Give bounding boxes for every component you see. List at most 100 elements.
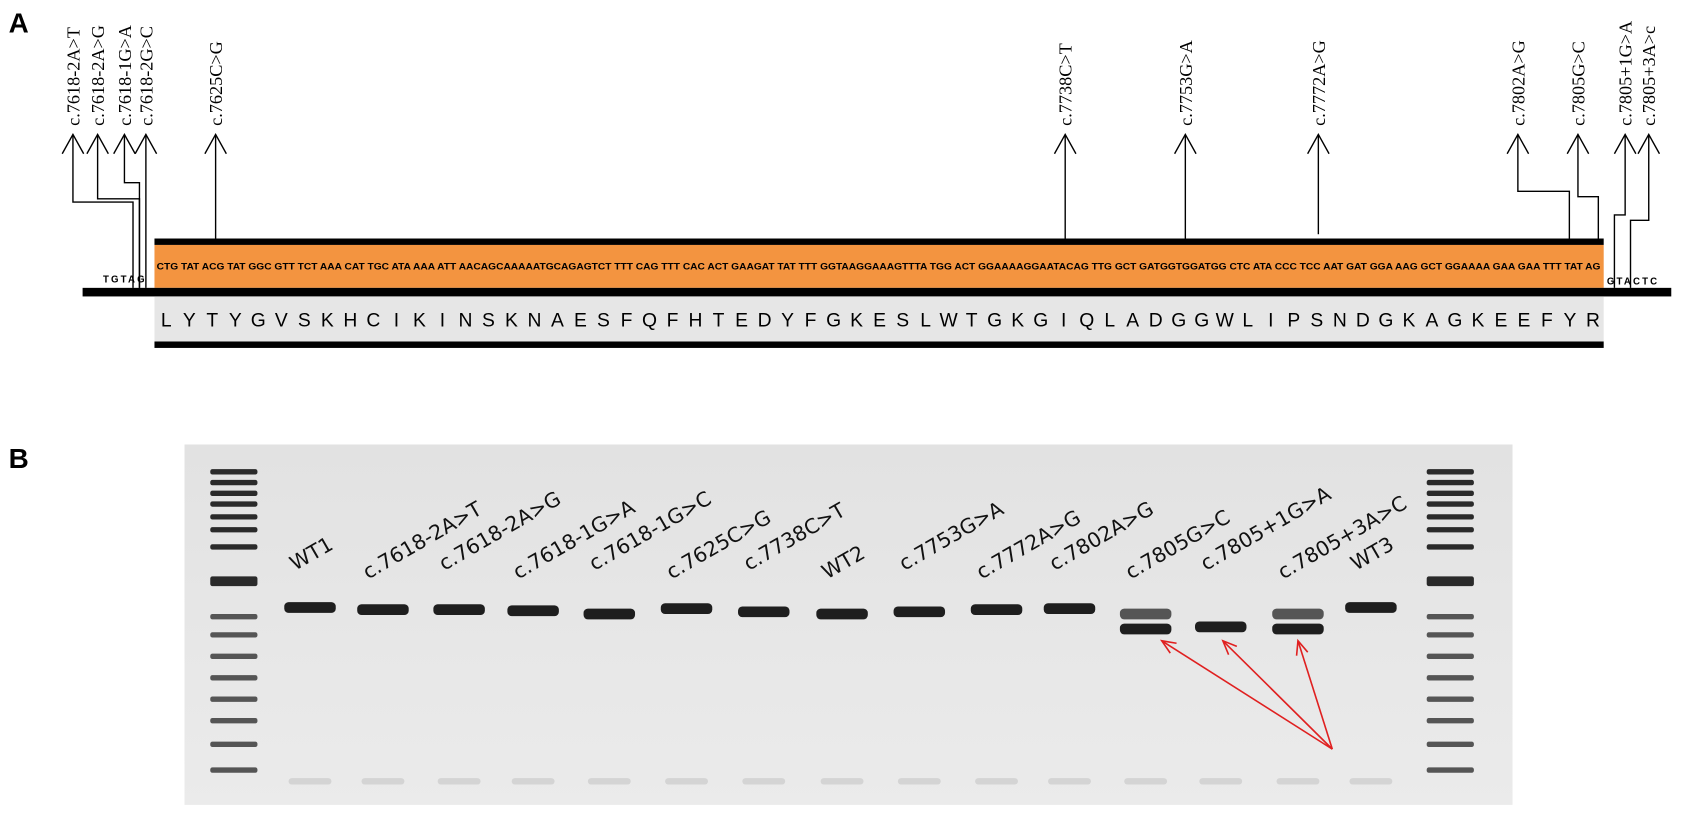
amino-acid: A bbox=[1126, 310, 1139, 331]
mutation-label: c.7802A>G bbox=[1508, 40, 1528, 126]
mutation-label: c.7618-1G>A bbox=[115, 24, 135, 126]
ladder-band bbox=[1426, 527, 1474, 533]
amino-acid: F bbox=[1541, 310, 1553, 331]
amino-acid: E bbox=[873, 310, 886, 331]
amino-acid: H bbox=[689, 310, 703, 331]
amino-acid: Y bbox=[183, 310, 196, 331]
mutation-label: c.7805+1G>A bbox=[1616, 20, 1636, 126]
amino-acid: L bbox=[1242, 310, 1253, 331]
gel-band bbox=[893, 606, 946, 618]
gel-band bbox=[284, 602, 336, 613]
panel-label: A bbox=[9, 8, 29, 39]
mutation-label: c.7738C>T bbox=[1056, 43, 1076, 126]
amino-acid: I bbox=[394, 310, 399, 331]
amino-acid: A bbox=[551, 310, 564, 331]
amino-acid: R bbox=[1586, 310, 1600, 331]
mutation-arrow bbox=[72, 134, 134, 288]
gel-band bbox=[1043, 603, 1096, 614]
exon-box bbox=[154, 244, 1604, 288]
ladder-band bbox=[1426, 632, 1474, 638]
amino-acid: S bbox=[896, 310, 909, 331]
gel-well-shadow bbox=[288, 778, 332, 785]
amino-acid: G bbox=[1194, 310, 1209, 331]
amino-acid: W bbox=[940, 310, 959, 331]
intron-sequence: TGTAG bbox=[103, 274, 147, 285]
gel-well-shadow bbox=[897, 778, 941, 785]
amino-acid: G bbox=[1171, 310, 1186, 331]
gel-well-shadow bbox=[511, 778, 555, 785]
ladder-band bbox=[1426, 576, 1474, 587]
arrow-head bbox=[1053, 133, 1077, 155]
mutation-label: c.7805+3A>c bbox=[1639, 26, 1659, 126]
amino-acid: K bbox=[1471, 310, 1484, 331]
gel-band bbox=[433, 604, 485, 616]
amino-acid: D bbox=[758, 310, 772, 331]
arrow-head bbox=[1307, 133, 1330, 155]
ladder-band bbox=[210, 613, 258, 620]
gel-band bbox=[738, 606, 790, 618]
mutation-label: c.7753G>A bbox=[1176, 39, 1196, 126]
gel-band bbox=[583, 608, 636, 620]
amino-acid: F bbox=[667, 310, 679, 331]
ladder-band bbox=[210, 741, 258, 747]
amino-acid: N bbox=[458, 310, 472, 331]
gel-band bbox=[970, 604, 1023, 616]
amino-acid: G bbox=[987, 310, 1002, 331]
mutation-label: c.7618-2A>T bbox=[63, 27, 83, 126]
arrow-head bbox=[134, 133, 158, 155]
arrow-head bbox=[1174, 133, 1197, 155]
ladder-band bbox=[1426, 490, 1474, 496]
amino-acid: C bbox=[366, 310, 380, 331]
amino-acid: K bbox=[850, 310, 863, 331]
amino-acid: G bbox=[1447, 310, 1462, 331]
mutation-arrow bbox=[1613, 134, 1626, 288]
red-arrow bbox=[1222, 640, 1333, 750]
amino-acid: W bbox=[1216, 310, 1235, 331]
amino-acid: I bbox=[1268, 310, 1273, 331]
gel-band bbox=[1272, 608, 1324, 620]
ladder-band bbox=[210, 469, 258, 475]
red-arrow-head bbox=[1295, 638, 1309, 656]
ladder-band bbox=[1426, 696, 1474, 702]
ladder-band bbox=[1426, 741, 1474, 747]
gel-band bbox=[1272, 623, 1324, 635]
panel-label: B bbox=[9, 443, 29, 474]
gel-band bbox=[1194, 621, 1247, 633]
gel-band bbox=[1345, 602, 1397, 613]
amino-acid: S bbox=[298, 310, 311, 331]
gel-band bbox=[1119, 608, 1172, 620]
amino-acid: H bbox=[343, 310, 357, 331]
mutation-label: c.7772A>G bbox=[1309, 40, 1329, 126]
amino-acid: V bbox=[275, 310, 288, 331]
amino-acid: E bbox=[1494, 310, 1507, 331]
ladder-band bbox=[210, 527, 258, 533]
mutation-arrow bbox=[1517, 134, 1571, 239]
exon-top-bar bbox=[154, 238, 1604, 245]
gel-well-shadow bbox=[1124, 778, 1168, 785]
amino-acid: S bbox=[1310, 310, 1323, 331]
amino-acid: K bbox=[321, 310, 334, 331]
ladder-band bbox=[210, 632, 258, 638]
ladder-band bbox=[210, 696, 258, 702]
ladder-band bbox=[210, 479, 258, 486]
amino-acid: Q bbox=[1079, 310, 1094, 331]
amino-acid: L bbox=[920, 310, 931, 331]
ladder-band bbox=[1426, 544, 1474, 550]
gel-well-shadow bbox=[361, 778, 405, 785]
mutation-arrow bbox=[123, 134, 141, 288]
amino-acid: Y bbox=[1564, 310, 1577, 331]
amino-acid: G bbox=[1033, 310, 1048, 331]
gel-band bbox=[507, 605, 559, 617]
mutation-label: c.7805G>C bbox=[1568, 41, 1588, 126]
gel-band bbox=[816, 608, 868, 620]
amino-acid: E bbox=[1517, 310, 1530, 331]
amino-acid: N bbox=[527, 310, 541, 331]
ladder-band bbox=[1426, 501, 1474, 507]
amino-acid: D bbox=[1149, 310, 1163, 331]
red-arrow-head bbox=[1221, 639, 1238, 655]
ladder-band bbox=[210, 653, 258, 660]
amino-acid: I bbox=[440, 310, 445, 331]
exon-sequence: CTG TAT ACG TAT GGC GTT TCT AAA CAT TGC … bbox=[157, 262, 1601, 272]
arrow-head bbox=[1566, 133, 1590, 155]
amino-acid: S bbox=[482, 310, 495, 331]
